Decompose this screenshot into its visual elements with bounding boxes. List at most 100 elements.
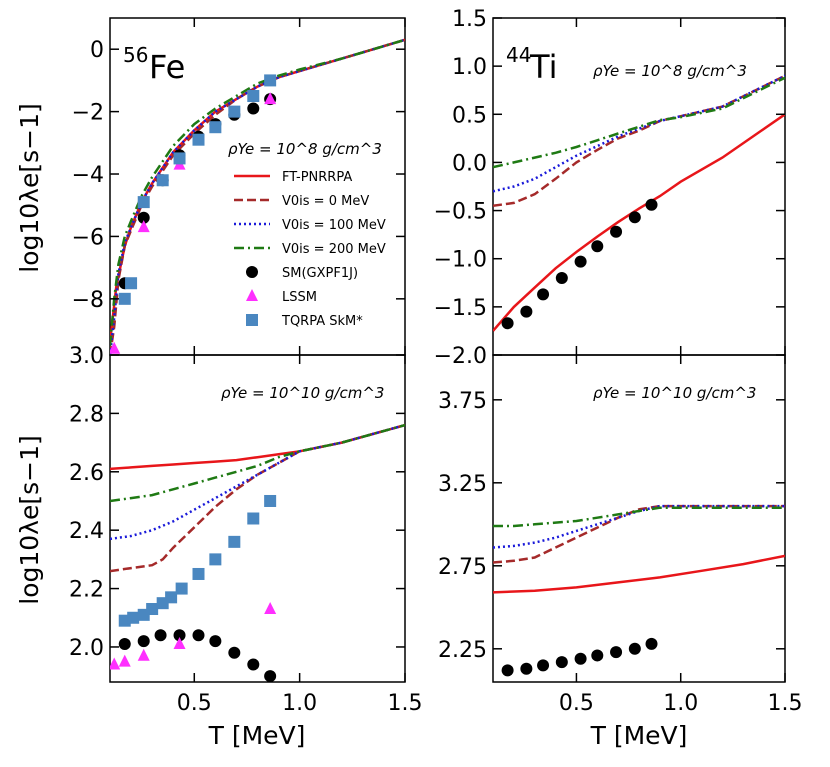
legend-label: TQRPA SkM*: [281, 314, 363, 329]
data-point-triangle: [110, 657, 121, 670]
series-line-dashdot: [493, 76, 785, 169]
data-point-square: [209, 553, 222, 566]
data-point-circle: [520, 662, 533, 675]
data-point-circle: [645, 198, 658, 211]
data-point-square: [192, 133, 205, 146]
data-point-circle: [247, 658, 260, 671]
data-point-circle: [192, 629, 205, 642]
data-point-circle: [591, 649, 604, 662]
density-label-bottom-right: ρYe = 10^10 g/cm^3: [593, 384, 756, 402]
series-line-solid: [493, 113, 785, 332]
legend-label: V0is = 0 MeV: [282, 194, 369, 209]
series-line-dashed: [493, 74, 785, 208]
data-point-circle: [154, 629, 167, 642]
data-point-circle: [137, 635, 150, 648]
data-point-triangle: [137, 220, 150, 233]
data-point-square: [146, 603, 159, 616]
y-tick-label: 3.0: [69, 344, 104, 369]
y-tick-label: 3.25: [438, 472, 487, 497]
data-point-square: [175, 582, 188, 595]
x-tick-label: 0.5: [559, 691, 594, 716]
data-point-circle: [228, 646, 241, 659]
data-point-circle: [137, 211, 150, 224]
data-point-square: [247, 512, 260, 525]
ti-mass-number: 44: [506, 43, 531, 67]
data-point-square: [247, 90, 260, 103]
plot-layer: 0 −2 −4 −6 −8 1.5 1.0 0.5 0.0 −0.5 −1.0 −1.5 −2.0 3.0…: [69, 7, 803, 716]
data-point-triangle: [173, 637, 186, 650]
series-line-dotted: [110, 38, 405, 355]
legend-label: LSSM: [282, 290, 317, 305]
data-point-square: [173, 152, 186, 165]
legend-label: FT-PNRRPA: [282, 170, 352, 185]
data-point-circle: [591, 240, 604, 253]
fe-mass-number: 56: [123, 43, 148, 67]
data-point-triangle: [264, 602, 277, 615]
legend-swatch-square: [246, 314, 258, 326]
legend-swatch-triangle: [246, 289, 258, 301]
panel-top-left-marks: [110, 38, 405, 355]
y-tick-label: −1.0: [434, 248, 487, 273]
data-point-circle: [173, 629, 186, 642]
data-point-circle: [537, 288, 550, 301]
x-tick-label: 1.5: [768, 691, 803, 716]
y-tick-label: −0.5: [434, 200, 487, 225]
series-line-dashdot: [110, 423, 405, 503]
panel-top-right-marks: [493, 74, 785, 332]
data-point-triangle: [118, 654, 131, 667]
data-point-circle: [628, 642, 641, 655]
legend-swatch-circle: [246, 266, 258, 278]
x-tick-label: 1.0: [282, 691, 317, 716]
data-point-circle: [645, 637, 658, 650]
y-tick-label: −2: [72, 101, 104, 126]
y-tick-label: 2.4: [69, 519, 104, 544]
x-tick-label: 1.5: [388, 691, 423, 716]
data-point-circle: [610, 225, 623, 238]
ti-element-symbol: Ti: [529, 48, 557, 86]
series-line-dashed: [110, 38, 405, 355]
density-label-top-right: ρYe = 10^8 g/cm^3: [593, 62, 747, 80]
data-point-square: [127, 611, 140, 624]
data-point-circle: [501, 664, 514, 677]
data-point-square: [209, 121, 222, 134]
y-axis-label-bottom: log10λe[s−1]: [15, 435, 44, 604]
panel-bottom-right-marks: [493, 504, 785, 677]
data-point-circle: [264, 670, 277, 682]
legend: ρYe = 10^8 g/cm^3 FT-PNRRPA V0is = 0 MeV V…: [228, 140, 386, 329]
data-point-circle: [118, 638, 131, 651]
series-line-dotted: [493, 504, 785, 549]
y-tick-label: 3.75: [438, 389, 487, 414]
data-point-triangle: [264, 92, 277, 105]
data-point-circle: [520, 305, 533, 318]
x-axis-label-right: T [MeV]: [590, 721, 688, 750]
legend-density-label: ρYe = 10^8 g/cm^3: [228, 140, 382, 158]
series-line-dashed: [110, 423, 405, 573]
y-tick-label: 2.8: [69, 402, 104, 427]
data-point-circle: [209, 635, 222, 648]
series-line-dotted: [110, 423, 405, 541]
legend-label: V0is = 200 MeV: [282, 242, 386, 257]
data-point-square: [137, 196, 150, 209]
series-line-dashdot: [110, 38, 405, 346]
data-point-square: [228, 535, 241, 548]
data-point-circle: [610, 646, 623, 659]
data-point-circle: [555, 656, 568, 669]
series-line-dashed: [493, 504, 785, 564]
data-point-square: [125, 277, 138, 290]
density-label-bottom-left: ρYe = 10^10 g/cm^3: [221, 384, 384, 402]
data-point-square: [165, 591, 178, 604]
data-point-circle: [574, 652, 587, 665]
data-point-square: [228, 105, 241, 118]
data-point-triangle: [137, 648, 150, 661]
y-tick-label: 1.0: [452, 55, 487, 80]
y-tick-label: 2.6: [69, 461, 104, 486]
legend-items: FT-PNRRPA V0is = 0 MeV V0is = 100 MeV V0is …: [234, 170, 386, 329]
data-point-square: [264, 494, 277, 507]
y-axis-label-top: log10λe[s−1]: [15, 103, 44, 272]
y-tick-label: 1.5: [452, 7, 487, 32]
legend-label: V0is = 100 MeV: [282, 218, 386, 233]
y-tick-label: −8: [72, 288, 104, 313]
data-point-circle: [628, 211, 641, 224]
series-line-solid: [493, 554, 785, 594]
